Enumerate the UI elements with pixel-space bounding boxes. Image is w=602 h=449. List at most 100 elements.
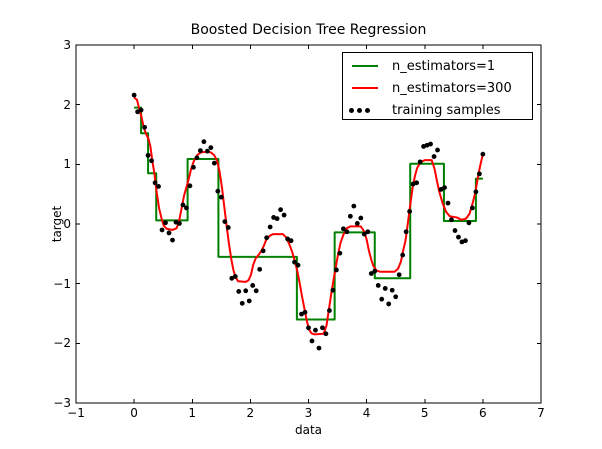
training-sample-dot (306, 325, 311, 331)
x-tick-label: 3 (304, 406, 313, 420)
training-sample-dot (466, 220, 472, 226)
scatter-dots-swatch (343, 107, 387, 113)
training-sample-dot (274, 216, 280, 222)
training-sample-dot (428, 141, 433, 147)
training-sample-dot (382, 286, 388, 291)
training-sample-dot (330, 287, 336, 293)
x-tick-label: −1 (67, 406, 85, 420)
training-sample-dot (351, 203, 357, 209)
training-sample-dot (260, 248, 266, 254)
y-tick-label: −1 (53, 276, 71, 291)
training-sample-dot (156, 184, 161, 189)
training-sample-dot (435, 147, 440, 153)
training-sample-dot (211, 160, 217, 166)
training-sample-dot (152, 180, 158, 186)
legend: n_estimators=1 n_estimators=300 training… (342, 52, 533, 120)
training-sample-dot (389, 287, 395, 293)
y-tick-label: 2 (63, 97, 71, 112)
legend-entry-n-estimators-1: n_estimators=1 (343, 55, 532, 77)
training-sample-dot (480, 151, 486, 157)
training-sample-dot (177, 221, 182, 226)
training-sample-dot (138, 107, 144, 113)
training-sample-dot (253, 288, 259, 294)
training-sample-dot (358, 215, 364, 221)
training-sample-dot (431, 154, 437, 159)
training-sample-dot (386, 301, 392, 307)
training-sample-dot (442, 185, 447, 191)
training-sample-dot (166, 230, 172, 236)
training-sample-dot (327, 308, 332, 313)
training-sample-dot (295, 262, 301, 268)
y-tick-label: 3 (63, 38, 71, 52)
training-sample-dot (170, 237, 175, 243)
training-sample-dot (473, 189, 479, 195)
training-sample-dot (194, 155, 200, 161)
training-sample-dot (407, 209, 413, 214)
training-sample-dot (313, 327, 318, 333)
axes-frame (75, 44, 542, 404)
training-sample-dot (403, 229, 409, 235)
training-sample-dot (445, 200, 451, 206)
training-sample-dot (246, 298, 252, 304)
x-axis-label: data (294, 423, 323, 437)
training-sample-dot (334, 267, 339, 273)
x-tick-label: 5 (420, 406, 429, 420)
training-sample-dot (264, 235, 270, 241)
training-sample-dot (456, 234, 461, 240)
training-sample-dot (180, 202, 186, 208)
x-tick-label: 6 (479, 406, 487, 420)
training-sample-dot (400, 252, 406, 258)
y-tick-label: −2 (53, 336, 71, 351)
training-sample-dot (278, 207, 283, 213)
red-line-swatch (343, 87, 387, 89)
training-sample-dot (372, 268, 378, 274)
training-sample-dot (309, 338, 315, 344)
training-sample-dot (236, 289, 242, 294)
training-sample-dot (239, 300, 245, 306)
legend-entry-n-estimators-300: n_estimators=300 (343, 77, 532, 99)
training-sample-dot (414, 180, 420, 186)
legend-entry-training-samples: training samples (343, 99, 532, 121)
training-sample-dot (365, 229, 371, 235)
training-sample-dot (396, 272, 402, 278)
training-sample-dot (288, 238, 294, 244)
training-sample-dot (222, 219, 228, 225)
training-sample-dot (417, 159, 423, 165)
training-sample-dot (191, 164, 196, 170)
training-sample-dot (379, 296, 385, 302)
legend-label: n_estimators=1 (392, 58, 496, 74)
training-sample-dot (354, 221, 360, 226)
training-sample-dot (476, 171, 482, 177)
training-sample-dot (463, 238, 468, 244)
red-line-icon (352, 87, 378, 89)
training-sample-dot (361, 231, 367, 237)
training-sample-dot (337, 250, 343, 256)
y-axis-label-text: target (50, 205, 64, 243)
training-sample-dot (218, 194, 224, 200)
training-sample-dot (184, 205, 189, 211)
training-sample-dot (215, 188, 221, 194)
training-sample-dot (149, 158, 154, 164)
x-tick-label: 7 (537, 406, 545, 420)
x-tick-label: 2 (246, 406, 255, 420)
training-sample-dot (250, 283, 256, 288)
scatter-dots-icon (349, 107, 383, 113)
training-sample-dot (452, 228, 458, 233)
training-sample-dot (145, 152, 151, 158)
training-sample-dot (340, 226, 346, 232)
y-tick-label: 1 (63, 157, 71, 172)
training-sample-dot (142, 124, 147, 130)
training-sample-dot (257, 266, 263, 272)
legend-label: n_estimators=300 (392, 80, 512, 96)
y-tick-label: −3 (53, 396, 71, 410)
training-sample-dot (232, 274, 238, 279)
training-sample-dot (225, 225, 231, 230)
training-sample-dot (243, 288, 249, 294)
chart-title: Boosted Decision Tree Regression (190, 22, 427, 38)
training-sample-dot (197, 148, 203, 154)
training-sample-dot (302, 309, 308, 315)
training-sample-dot (347, 213, 353, 219)
green-line-icon (352, 65, 378, 67)
training-sample-dot (393, 294, 399, 300)
